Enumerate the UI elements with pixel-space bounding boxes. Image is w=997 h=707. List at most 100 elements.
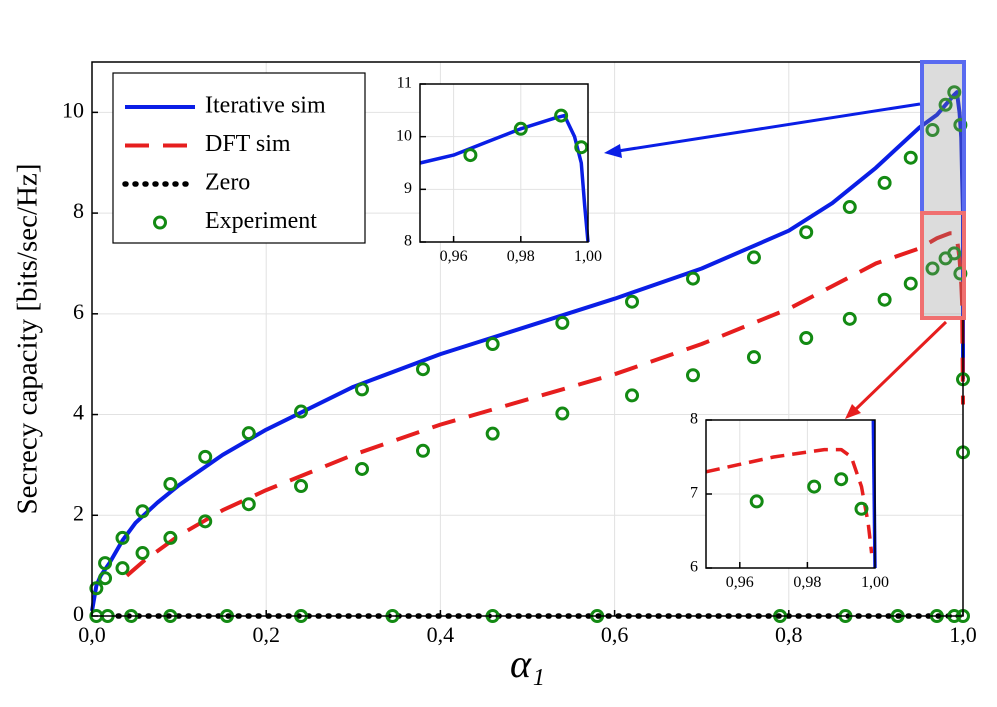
marker: [513, 121, 528, 136]
marker: [746, 250, 761, 265]
y-tick-label: 6: [73, 299, 84, 324]
plot-frame: [705, 419, 876, 569]
x-tick-label: 0,96: [726, 574, 754, 591]
marker: [685, 271, 700, 286]
y-axis-label: Secrecy capacity [bits/sec/Hz]: [12, 163, 44, 514]
x-tick-label: 0,2: [252, 622, 280, 647]
marker: [355, 382, 370, 397]
marker: [555, 406, 570, 421]
marker: [799, 330, 814, 345]
x-tick-label: 0,0: [78, 622, 106, 647]
x-tick-label: 1,00: [861, 574, 889, 591]
plot-background: [420, 84, 588, 242]
marker: [98, 571, 113, 586]
y-tick-label: 2: [73, 500, 84, 525]
x-tick-label: 0,98: [507, 248, 535, 265]
x-tick-label: 0,98: [793, 574, 821, 591]
series-line: [90, 90, 965, 612]
marker: [115, 530, 130, 545]
y-tick-label: 4: [73, 400, 84, 425]
arrow-head: [845, 404, 861, 419]
marker: [877, 175, 892, 190]
y-tick-label: 9: [404, 180, 412, 197]
y-tick-label: 10: [396, 127, 412, 144]
legend-label: Experiment: [205, 208, 317, 234]
marker: [842, 311, 857, 326]
marker: [903, 150, 918, 165]
x-tick-label: 0,8: [775, 622, 803, 647]
series-line: [705, 447, 874, 554]
marker: [749, 494, 764, 509]
series-group: [419, 108, 590, 243]
subplot: 0,96 0,98 1,00 6 7 8: [690, 411, 889, 591]
x-tick-label: 0,6: [601, 622, 629, 647]
marker: [925, 122, 940, 137]
marker: [903, 276, 918, 291]
marker: [554, 108, 569, 123]
arrow-head: [604, 144, 622, 158]
y-tick-label: 0: [73, 601, 84, 626]
marker: [163, 530, 178, 545]
marker: [485, 337, 500, 352]
x-tick-label: 0,4: [427, 622, 455, 647]
highlight-box: [920, 211, 966, 320]
y-tick-label: 6: [690, 559, 698, 576]
marker: [135, 504, 150, 519]
marker: [625, 388, 640, 403]
marker: [294, 479, 309, 494]
plot-frame: [91, 61, 964, 617]
marker: [807, 479, 822, 494]
y-tick-label: 8: [404, 233, 412, 250]
marker: [625, 294, 640, 309]
marker: [198, 514, 213, 529]
x-axis-label: α₁: [510, 641, 545, 686]
marker: [415, 362, 430, 377]
marker: [842, 200, 857, 215]
marker: [799, 225, 814, 240]
legend-label: Zero: [205, 170, 250, 196]
legend-marker: [153, 215, 167, 230]
legend: Iterative sim DFT sim Zero Experiment: [112, 72, 366, 244]
plot-frame: [419, 83, 589, 243]
marker: [947, 246, 962, 261]
marker: [241, 426, 256, 441]
arrows: [604, 102, 948, 419]
marker: [485, 426, 500, 441]
marker: [415, 443, 430, 458]
subplot: 0,96 0,98 1,00 8 9 10 11: [396, 75, 602, 265]
y-tick-label: 8: [73, 198, 84, 223]
arrow-line: [853, 320, 948, 412]
marker: [98, 556, 113, 571]
marker: [463, 148, 478, 163]
marker: [947, 85, 962, 100]
marker: [938, 97, 953, 112]
marker: [241, 497, 256, 512]
y-tick-label: 7: [690, 485, 698, 502]
marker: [854, 501, 869, 516]
marker: [135, 546, 150, 561]
highlight-box: [920, 60, 966, 215]
x-tick-label: 1,00: [574, 248, 602, 265]
marker: [555, 315, 570, 330]
marker: [685, 368, 700, 383]
x-tick-label: 0,96: [440, 248, 468, 265]
marker: [925, 261, 940, 276]
marker: [834, 472, 849, 487]
x-tick-label: 1,0: [949, 622, 977, 647]
legend-label: Iterative sim: [205, 93, 326, 119]
marker: [877, 292, 892, 307]
y-tick-label: 10: [62, 97, 84, 122]
marker: [746, 350, 761, 365]
legend-label: DFT sim: [205, 131, 291, 157]
marker: [89, 581, 104, 596]
marker: [294, 404, 309, 419]
marker: [163, 477, 178, 492]
y-tick-label: 11: [397, 75, 412, 92]
arrow-line: [617, 102, 921, 153]
y-tick-label: 8: [690, 411, 698, 428]
marker: [355, 461, 370, 476]
legend-box: [112, 72, 366, 244]
marker: [574, 140, 589, 155]
